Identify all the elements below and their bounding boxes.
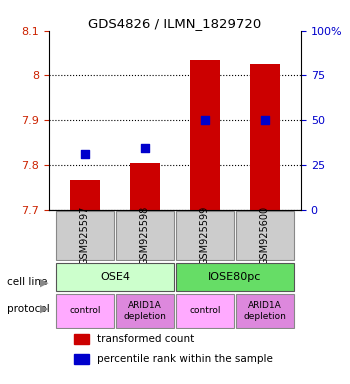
Text: IOSE80pc: IOSE80pc bbox=[208, 272, 262, 282]
Text: GSM925598: GSM925598 bbox=[140, 206, 150, 265]
Bar bbox=[70, 180, 100, 210]
Text: GSM925600: GSM925600 bbox=[260, 206, 270, 265]
Point bbox=[82, 151, 88, 157]
Text: ▶: ▶ bbox=[40, 277, 49, 287]
FancyBboxPatch shape bbox=[176, 263, 294, 291]
Text: ARID1A
depletion: ARID1A depletion bbox=[124, 301, 167, 321]
Text: transformed count: transformed count bbox=[97, 334, 194, 344]
FancyBboxPatch shape bbox=[56, 294, 114, 328]
Text: ARID1A
depletion: ARID1A depletion bbox=[244, 301, 286, 321]
FancyBboxPatch shape bbox=[116, 294, 174, 328]
FancyBboxPatch shape bbox=[236, 210, 294, 260]
Text: control: control bbox=[69, 306, 101, 315]
Text: percentile rank within the sample: percentile rank within the sample bbox=[97, 354, 273, 364]
FancyBboxPatch shape bbox=[176, 210, 234, 260]
Text: cell line: cell line bbox=[7, 277, 47, 287]
Bar bbox=[250, 64, 280, 210]
FancyBboxPatch shape bbox=[116, 210, 174, 260]
FancyBboxPatch shape bbox=[176, 294, 234, 328]
Point bbox=[142, 145, 148, 151]
Text: GDS4826 / ILMN_1829720: GDS4826 / ILMN_1829720 bbox=[88, 17, 262, 30]
Text: OSE4: OSE4 bbox=[100, 272, 130, 282]
Text: GSM925599: GSM925599 bbox=[200, 206, 210, 265]
Text: control: control bbox=[189, 306, 221, 315]
Text: protocol: protocol bbox=[7, 304, 50, 314]
Bar bbox=[130, 162, 160, 210]
Text: ▶: ▶ bbox=[40, 304, 49, 314]
Point bbox=[202, 117, 208, 123]
FancyBboxPatch shape bbox=[56, 210, 114, 260]
Text: GSM925597: GSM925597 bbox=[80, 206, 90, 265]
Bar bbox=[190, 60, 220, 210]
FancyBboxPatch shape bbox=[56, 263, 174, 291]
Point bbox=[262, 117, 268, 123]
FancyBboxPatch shape bbox=[236, 294, 294, 328]
Bar bbox=[74, 354, 89, 364]
Bar bbox=[74, 334, 89, 344]
